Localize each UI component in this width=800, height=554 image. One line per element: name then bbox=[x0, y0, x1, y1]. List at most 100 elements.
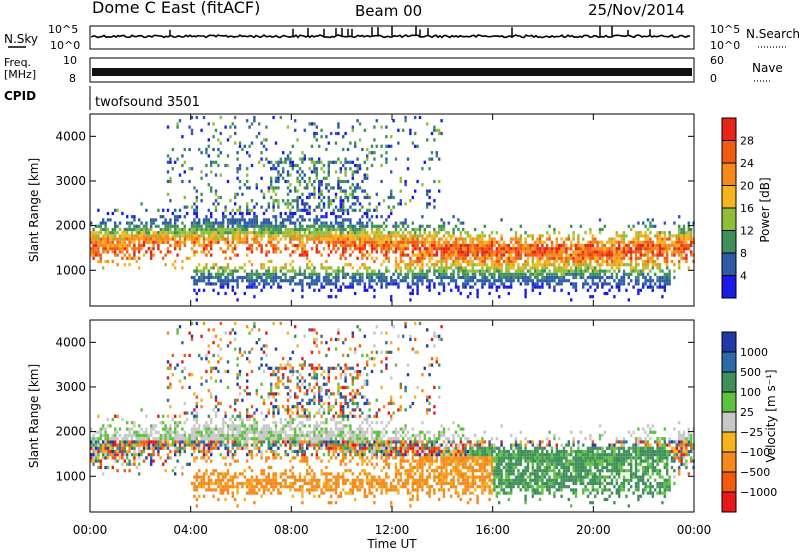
power-cell bbox=[560, 259, 563, 264]
power-cell bbox=[236, 221, 239, 225]
power-cell bbox=[531, 263, 534, 267]
power-cell bbox=[392, 279, 395, 283]
velocity-cell bbox=[265, 414, 268, 418]
velocity-cell bbox=[265, 437, 268, 441]
power-cell bbox=[217, 195, 220, 200]
power-cell bbox=[529, 266, 532, 270]
power-cell bbox=[193, 202, 196, 206]
power-cell bbox=[231, 237, 234, 241]
power-cell bbox=[138, 250, 141, 254]
power-cell bbox=[613, 250, 616, 254]
power-cell bbox=[152, 247, 155, 251]
velocity-cell bbox=[181, 360, 184, 364]
power-cell bbox=[390, 237, 393, 241]
power-cell bbox=[210, 272, 213, 276]
power-cell bbox=[250, 237, 254, 241]
velocity-cell bbox=[200, 382, 203, 386]
power-cell bbox=[190, 227, 194, 232]
power-cell bbox=[433, 272, 436, 276]
power-cell bbox=[442, 224, 446, 228]
velocity-cell bbox=[255, 440, 258, 444]
power-cell bbox=[502, 243, 506, 248]
velocity-cell bbox=[212, 353, 215, 358]
velocity-cell bbox=[282, 478, 285, 482]
power-cell bbox=[656, 253, 659, 257]
power-cell bbox=[414, 243, 417, 248]
power-cell bbox=[246, 186, 249, 190]
power-cell bbox=[207, 138, 210, 142]
velocity-cell bbox=[140, 408, 143, 412]
power-cell bbox=[450, 266, 453, 270]
power-cell bbox=[366, 176, 369, 180]
velocity-cell bbox=[243, 350, 246, 354]
velocity-cell bbox=[246, 453, 249, 457]
power-cell bbox=[457, 288, 460, 292]
velocity-cell bbox=[243, 481, 246, 486]
power-cell bbox=[447, 256, 450, 260]
power-cell bbox=[382, 243, 386, 248]
velocity-cell bbox=[133, 456, 136, 460]
power-cell bbox=[325, 221, 328, 225]
velocity-cell bbox=[224, 456, 227, 460]
power-cell bbox=[428, 224, 431, 228]
power-cell bbox=[387, 243, 390, 248]
power-cell bbox=[361, 237, 364, 241]
power-cell bbox=[430, 243, 434, 248]
velocity-cell bbox=[104, 433, 107, 438]
velocity-cell bbox=[102, 456, 105, 460]
power-cell bbox=[656, 279, 659, 283]
velocity-cell bbox=[212, 430, 215, 434]
power-cell bbox=[169, 176, 172, 180]
velocity-cell bbox=[174, 430, 177, 434]
power-cell bbox=[94, 237, 98, 241]
power-cell bbox=[378, 279, 381, 283]
power-cell bbox=[265, 250, 268, 254]
power-cell bbox=[361, 275, 364, 280]
velocity-cell bbox=[286, 437, 290, 441]
velocity-cell bbox=[92, 453, 95, 457]
velocity-cell bbox=[166, 414, 170, 418]
power-cell bbox=[502, 250, 506, 254]
velocity-cell bbox=[106, 417, 110, 422]
power-cell bbox=[435, 128, 438, 132]
velocity-cell bbox=[241, 481, 244, 486]
power-cell bbox=[116, 240, 119, 244]
power-cell bbox=[378, 237, 381, 241]
power-cell bbox=[198, 279, 201, 283]
velocity-cell bbox=[267, 472, 270, 476]
power-cell bbox=[301, 285, 304, 289]
power-cell bbox=[536, 285, 539, 289]
velocity-cell bbox=[224, 421, 227, 425]
power-cell bbox=[198, 218, 201, 222]
power-cell bbox=[246, 151, 249, 155]
power-cell bbox=[231, 208, 234, 212]
power-cell bbox=[613, 247, 616, 251]
velocity-cell bbox=[118, 427, 122, 431]
velocity-cell bbox=[260, 363, 263, 367]
velocity-cell bbox=[250, 488, 254, 492]
power-cell bbox=[608, 263, 611, 267]
power-cell bbox=[512, 256, 515, 260]
velocity-cell bbox=[270, 446, 273, 450]
velocity-cell bbox=[246, 411, 249, 415]
power-cell bbox=[339, 215, 342, 219]
power-cell bbox=[368, 279, 371, 283]
velocity-cell bbox=[231, 485, 234, 489]
velocity-cell bbox=[210, 481, 213, 486]
power-cell bbox=[207, 282, 210, 286]
power-cell bbox=[327, 234, 330, 238]
power-cell bbox=[387, 259, 390, 264]
power-cell bbox=[190, 131, 194, 136]
power-cell bbox=[462, 269, 465, 273]
power-cell bbox=[538, 285, 542, 289]
power-cell bbox=[337, 224, 340, 228]
power-cell bbox=[169, 227, 172, 232]
velocity-cell bbox=[250, 427, 254, 431]
velocity-cell bbox=[272, 485, 275, 489]
power-cell bbox=[373, 125, 376, 129]
power-cell bbox=[416, 279, 419, 283]
power-cell bbox=[680, 247, 683, 251]
velocity-cell bbox=[234, 398, 237, 402]
power-cell bbox=[519, 266, 522, 270]
power-cell bbox=[346, 263, 350, 267]
